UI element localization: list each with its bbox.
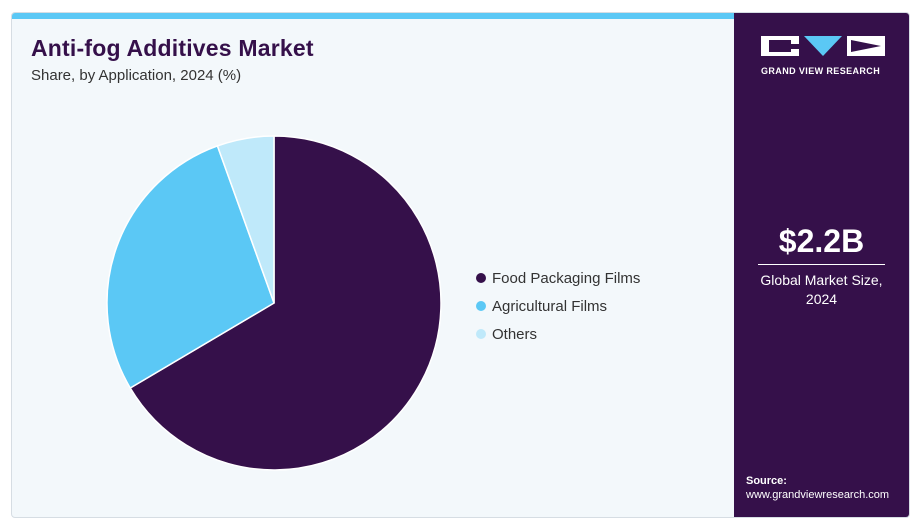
- source-url: www.grandviewresearch.com: [746, 489, 890, 501]
- legend-swatch: [476, 329, 486, 339]
- legend-label: Agricultural Films: [492, 297, 608, 315]
- market-size-caption-line1: Global Market Size,: [760, 272, 883, 288]
- chart-legend: Food Packaging Films Agricultural Films Ot…: [476, 264, 640, 348]
- chart-card: Anti-fog Additives Market Share, by Appl…: [11, 12, 910, 518]
- legend-label: Food Packaging Films: [492, 269, 641, 287]
- legend-swatch: [476, 301, 486, 311]
- market-size-caption-line2: 2024: [805, 291, 838, 307]
- brand-name: GRAND VIEW RESEARCH: [761, 66, 881, 76]
- chart-title: Anti-fog Additives Market: [31, 35, 314, 61]
- legend-label: Others: [492, 325, 538, 343]
- pie-slice-others: [216, 135, 275, 304]
- market-size-caption: Global Market Size, 2024: [734, 271, 909, 309]
- legend-item-agricultural-films: Agricultural Films: [476, 292, 640, 320]
- legend-item-others: Others: [476, 320, 640, 348]
- sidebar-panel: GRAND VIEW RESEARCH $2.2B Global Market …: [734, 13, 909, 517]
- divider: [758, 264, 885, 265]
- chart-subtitle: Share, by Application, 2024 (%): [31, 67, 242, 84]
- accent-bar: [12, 13, 734, 19]
- pie-chart: [106, 135, 442, 471]
- pie-slice-agricultural-films: [106, 144, 275, 390]
- pie-slice-food-packaging-films: [129, 135, 442, 471]
- brand-logo-icon: [761, 36, 885, 56]
- source-label: Source:: [746, 475, 787, 487]
- legend-item-food-packaging-films: Food Packaging Films: [476, 264, 640, 292]
- legend-swatch: [476, 273, 486, 283]
- market-size-value: $2.2B: [778, 223, 865, 259]
